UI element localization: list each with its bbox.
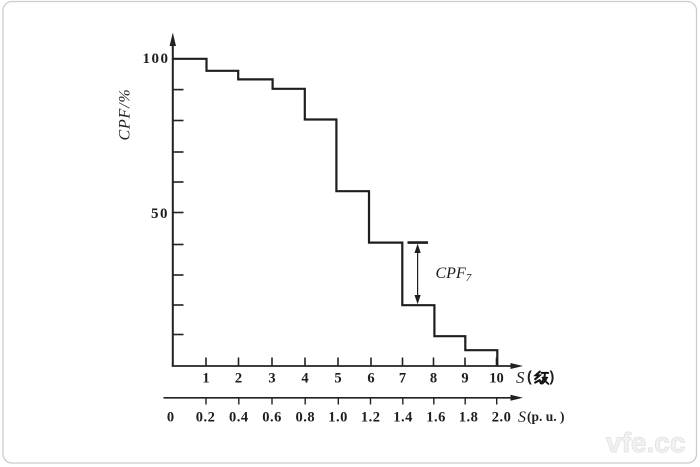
- svg-text:4: 4: [301, 371, 308, 387]
- svg-text:1.8: 1.8: [459, 410, 479, 426]
- svg-text:S: S: [516, 368, 525, 387]
- svg-text:vfe.cc: vfe.cc: [606, 427, 685, 458]
- svg-text:2: 2: [235, 371, 242, 387]
- svg-text:1.4: 1.4: [393, 410, 413, 426]
- svg-text:8: 8: [430, 371, 437, 387]
- svg-text:2.0: 2.0: [492, 410, 512, 426]
- svg-text:0.2: 0.2: [196, 410, 216, 426]
- svg-text:0.8: 0.8: [295, 410, 315, 426]
- svg-text:50: 50: [151, 206, 169, 222]
- svg-text:CPF/%: CPF/%: [117, 89, 134, 141]
- svg-text:0: 0: [167, 410, 174, 426]
- svg-text:10: 10: [489, 371, 504, 387]
- svg-text:1.6: 1.6: [426, 410, 446, 426]
- svg-text:S: S: [518, 409, 526, 426]
- svg-text:0.4: 0.4: [229, 410, 249, 426]
- svg-text:CPF7: CPF7: [436, 265, 472, 284]
- svg-text:1: 1: [202, 371, 209, 387]
- svg-text:): ): [550, 370, 555, 386]
- svg-text:3: 3: [268, 371, 275, 387]
- svg-text:1.0: 1.0: [328, 410, 348, 426]
- svg-text:(p. u. ): (p. u. ): [527, 409, 565, 424]
- svg-text:(: (: [527, 370, 532, 386]
- svg-text:100: 100: [143, 51, 170, 67]
- svg-text:5: 5: [334, 371, 341, 387]
- svg-text:1.2: 1.2: [361, 410, 381, 426]
- svg-text:6: 6: [367, 371, 374, 387]
- svg-text:0.6: 0.6: [262, 410, 282, 426]
- svg-text:7: 7: [399, 371, 406, 387]
- svg-text:9: 9: [461, 371, 468, 387]
